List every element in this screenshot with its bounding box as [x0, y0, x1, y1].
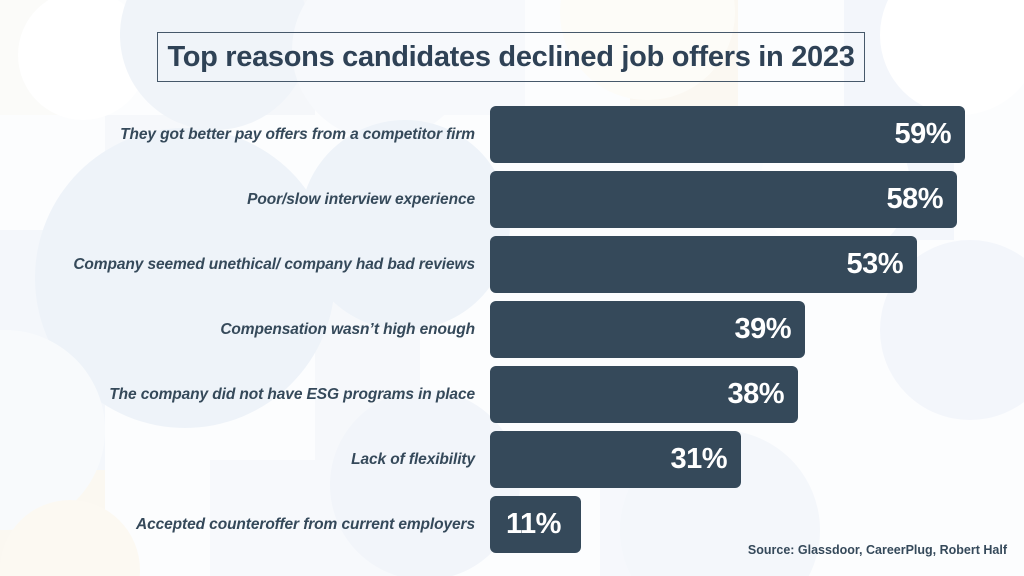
- bar-category-label: Compensation wasn’t high enough: [220, 320, 475, 338]
- chart-row: Compensation wasn’t high enough 39%: [0, 301, 1024, 358]
- chart-row: Poor/slow interview experience 58%: [0, 171, 1024, 228]
- bar-5[interactable]: 31%: [490, 431, 741, 488]
- bar-0[interactable]: 59%: [490, 106, 965, 163]
- chart-title-box: Top reasons candidates declined job offe…: [157, 32, 865, 82]
- bar-3[interactable]: 39%: [490, 301, 805, 358]
- bar-6[interactable]: 11%: [490, 496, 581, 553]
- bar-value-label: 39%: [734, 313, 791, 345]
- chart-row: The company did not have ESG programs in…: [0, 366, 1024, 423]
- bar-2[interactable]: 53%: [490, 236, 917, 293]
- bar-value-label: 59%: [894, 118, 951, 150]
- bar-category-label: Lack of flexibility: [351, 450, 475, 468]
- chart-row: Lack of flexibility 31%: [0, 431, 1024, 488]
- chart-row: They got better pay offers from a compet…: [0, 106, 1024, 163]
- bar-value-label: 38%: [727, 378, 784, 410]
- bar-category-label: Accepted counteroffer from current emplo…: [136, 515, 475, 533]
- chart-row: Company seemed unethical/ company had ba…: [0, 236, 1024, 293]
- bar-category-label: They got better pay offers from a compet…: [120, 125, 475, 143]
- source-credit: Source: Glassdoor, CareerPlug, Robert Ha…: [747, 543, 1007, 557]
- bar-category-label: Company seemed unethical/ company had ba…: [73, 255, 475, 273]
- bar-value-label: 31%: [670, 443, 727, 475]
- bar-4[interactable]: 38%: [490, 366, 798, 423]
- bar-1[interactable]: 58%: [490, 171, 957, 228]
- bar-value-label: 53%: [846, 248, 903, 280]
- bar-category-label: Poor/slow interview experience: [247, 190, 475, 208]
- bar-value-label: 58%: [886, 183, 943, 215]
- bar-category-label: The company did not have ESG programs in…: [109, 385, 475, 403]
- chart-row: Accepted counteroffer from current emplo…: [0, 496, 1024, 553]
- bar-chart: They got better pay offers from a compet…: [0, 106, 1024, 561]
- bg-circle: [330, 390, 520, 576]
- bg-circle: [292, 0, 472, 140]
- bg-circle: [300, 120, 510, 330]
- page-title: Top reasons candidates declined job offe…: [167, 40, 855, 73]
- bar-value-label: 11%: [506, 508, 561, 540]
